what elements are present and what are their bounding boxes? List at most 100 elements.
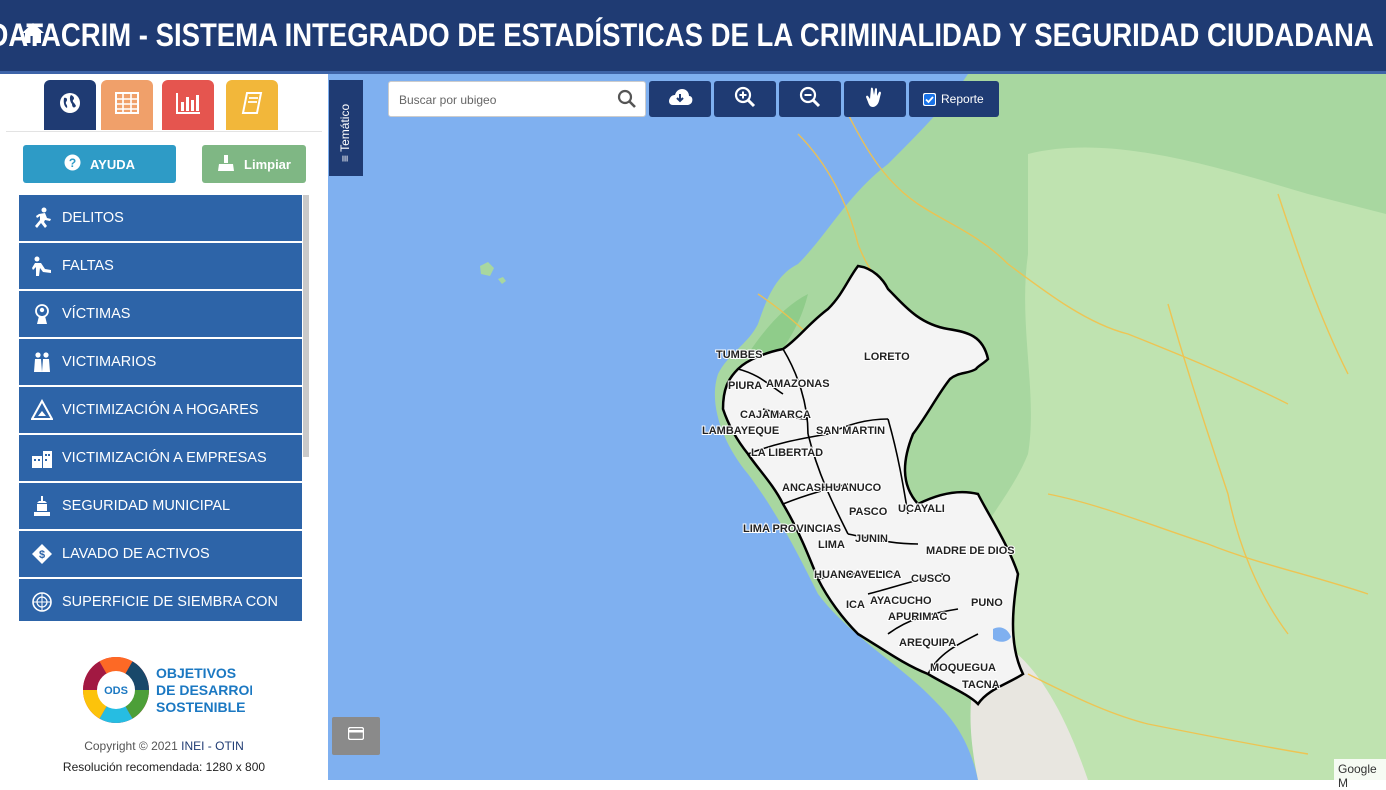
tab-table[interactable] <box>101 80 153 130</box>
zoom-in-icon <box>734 86 756 113</box>
home-icon[interactable] <box>20 20 46 46</box>
region-label-ancash[interactable]: ANCASH <box>781 481 830 495</box>
menu-item-label: SUPERFICIE DE SIEMBRA CON <box>62 594 278 610</box>
victim-icon <box>31 303 53 325</box>
criminals-icon <box>31 351 53 373</box>
zoom-out-icon <box>799 86 821 113</box>
cloud-download-icon <box>667 87 693 112</box>
map-canvas[interactable]: TUMBES LORETO PIURA AMAZONAS CAJAMARCA LAMBAY… <box>328 74 1386 780</box>
menu-item-superficie-siembra[interactable]: SUPERFICIE DE SIEMBRA CON <box>19 579 302 621</box>
region-label-arequipa[interactable]: AREQUIPA <box>898 636 957 650</box>
tab-charts[interactable] <box>162 80 214 130</box>
menu-item-label: VÍCTIMAS <box>62 306 131 322</box>
report-label: Reporte <box>941 92 984 106</box>
region-label-junin[interactable]: JUNIN <box>854 532 889 546</box>
indicator-menu: DELITOS FALTAS VÍCTIMAS VICTIMARIOS VICT… <box>19 195 309 621</box>
business-icon <box>31 447 53 469</box>
svg-text:?: ? <box>69 156 76 170</box>
search-icon[interactable] <box>617 89 637 114</box>
map-attribution: Google M <box>1334 759 1386 790</box>
sidebar: ? AYUDA Limpiar DELITOS FALTAS VÍCTIMAS … <box>0 74 328 780</box>
app-header: DATACRIM - SISTEMA INTEGRADO DE ESTADÍST… <box>0 0 1386 74</box>
region-label-huancavelica[interactable]: HUANCAVELICA <box>813 568 902 582</box>
house-alert-icon <box>31 399 53 421</box>
copyright: Copyright © 2021 INEI - OTIN <box>0 739 328 753</box>
region-label-pasco[interactable]: PASCO <box>848 505 889 519</box>
menu-item-delitos[interactable]: DELITOS <box>19 195 302 241</box>
menu-item-victimizacion-hogares[interactable]: VICTIMIZACIÓN A HOGARES <box>19 387 302 433</box>
running-thief-icon <box>31 207 53 229</box>
page-title: DATACRIM - SISTEMA INTEGRADO DE ESTADÍST… <box>0 17 1374 53</box>
ods-logo: ODS OBJETIVOS DE DESARROLLO SOSTENIBLE <box>82 656 277 726</box>
menu-item-label: VICTIMIZACIÓN A HOGARES <box>62 402 259 418</box>
tematico-panel-toggle[interactable]: ≡ Temático <box>329 80 363 176</box>
menu-scrollbar[interactable] <box>303 195 309 457</box>
ods-logo-center: ODS <box>104 685 128 697</box>
menu-item-label: LAVADO DE ACTIVOS <box>62 546 210 562</box>
region-label-lambayeque[interactable]: LAMBAYEQUE <box>701 424 780 438</box>
region-label-piura[interactable]: PIURA <box>727 379 763 393</box>
menu-item-label: VICTIMIZACIÓN A EMPRESAS <box>62 450 267 466</box>
region-label-ica[interactable]: ICA <box>845 598 866 612</box>
municipal-building-icon <box>31 495 53 517</box>
clear-button[interactable]: Limpiar <box>202 145 306 183</box>
menu-item-lavado-activos[interactable]: $ LAVADO DE ACTIVOS <box>19 531 302 577</box>
region-label-ayacucho[interactable]: AYACUCHO <box>869 594 933 608</box>
legend-button[interactable] <box>332 717 380 755</box>
region-label-tacna[interactable]: TACNA <box>961 678 1001 692</box>
region-label-moquegua[interactable]: MOQUEGUA <box>929 661 997 675</box>
zoom-in-button[interactable] <box>714 81 776 117</box>
region-label-huanuco[interactable]: HUANUCO <box>824 481 883 495</box>
globe-icon <box>58 91 82 120</box>
region-label-madre-de-dios[interactable]: MADRE DE DIOS <box>925 544 1016 558</box>
download-button[interactable] <box>649 81 711 117</box>
region-label-san-martin[interactable]: SAN MARTIN <box>815 424 886 438</box>
table-icon <box>115 91 139 119</box>
tab-publications[interactable] <box>226 80 278 130</box>
region-label-puno[interactable]: PUNO <box>970 596 1004 610</box>
zoom-out-button[interactable] <box>779 81 841 117</box>
menu-item-victimarios[interactable]: VICTIMARIOS <box>19 339 302 385</box>
menu-item-seguridad-municipal[interactable]: SEGURIDAD MUNICIPAL <box>19 483 302 529</box>
region-label-apurimac[interactable]: APURIMAC <box>887 610 948 624</box>
tematico-label: ≡ Temático <box>338 103 352 162</box>
region-label-cusco[interactable]: CUSCO <box>910 572 952 586</box>
menu-item-label: VICTIMARIOS <box>62 354 157 370</box>
ods-logo-line2: DE DESARROLLO <box>156 682 252 698</box>
tab-divider <box>6 131 322 132</box>
region-label-lima[interactable]: LIMA <box>817 538 846 552</box>
region-label-cajamarca[interactable]: CAJAMARCA <box>739 408 812 422</box>
region-label-la-libertad[interactable]: LA LIBERTAD <box>750 446 824 460</box>
falling-person-icon <box>31 255 53 277</box>
ods-logo-line3: SOSTENIBLE <box>156 699 245 715</box>
tab-map[interactable] <box>44 80 96 130</box>
copyright-org[interactable]: INEI - OTIN <box>181 739 244 753</box>
pan-button[interactable] <box>844 81 906 117</box>
menu-item-faltas[interactable]: FALTAS <box>19 243 302 289</box>
search-input[interactable] <box>399 90 599 110</box>
region-label-tumbes[interactable]: TUMBES <box>715 348 763 362</box>
menu-item-label: FALTAS <box>62 258 114 274</box>
help-button-label: AYUDA <box>89 156 136 172</box>
region-label-lima-provincias[interactable]: LIMA PROVINCIAS <box>742 522 842 536</box>
menu-item-victimizacion-empresas[interactable]: VICTIMIZACIÓN A EMPRESAS <box>19 435 302 481</box>
menu-item-victimas[interactable]: VÍCTIMAS <box>19 291 302 337</box>
region-labels: TUMBES LORETO PIURA AMAZONAS CAJAMARCA LAMBAY… <box>701 348 1016 692</box>
ods-logo-line1: OBJETIVOS <box>156 665 236 681</box>
un-emblem-icon <box>31 591 53 613</box>
region-label-loreto[interactable]: LORETO <box>863 350 911 364</box>
region-label-ucayali[interactable]: UCAYALI <box>897 502 946 516</box>
bar-chart-icon <box>175 92 201 119</box>
recommended-resolution: Resolución recomendada: 1280 x 800 <box>62 760 266 774</box>
report-checkbox[interactable] <box>923 92 936 106</box>
help-button[interactable]: ? AYUDA <box>23 145 176 183</box>
question-icon: ? <box>64 154 81 174</box>
svg-text:$: $ <box>39 549 45 561</box>
clear-button-label: Limpiar <box>244 156 291 172</box>
report-toggle[interactable]: Reporte <box>909 81 999 117</box>
hand-pan-icon <box>865 86 885 113</box>
region-label-amazonas[interactable]: AMAZONAS <box>765 377 831 391</box>
menu-item-label: SEGURIDAD MUNICIPAL <box>62 498 231 514</box>
ubigeo-search <box>388 81 646 117</box>
book-icon <box>241 91 263 120</box>
